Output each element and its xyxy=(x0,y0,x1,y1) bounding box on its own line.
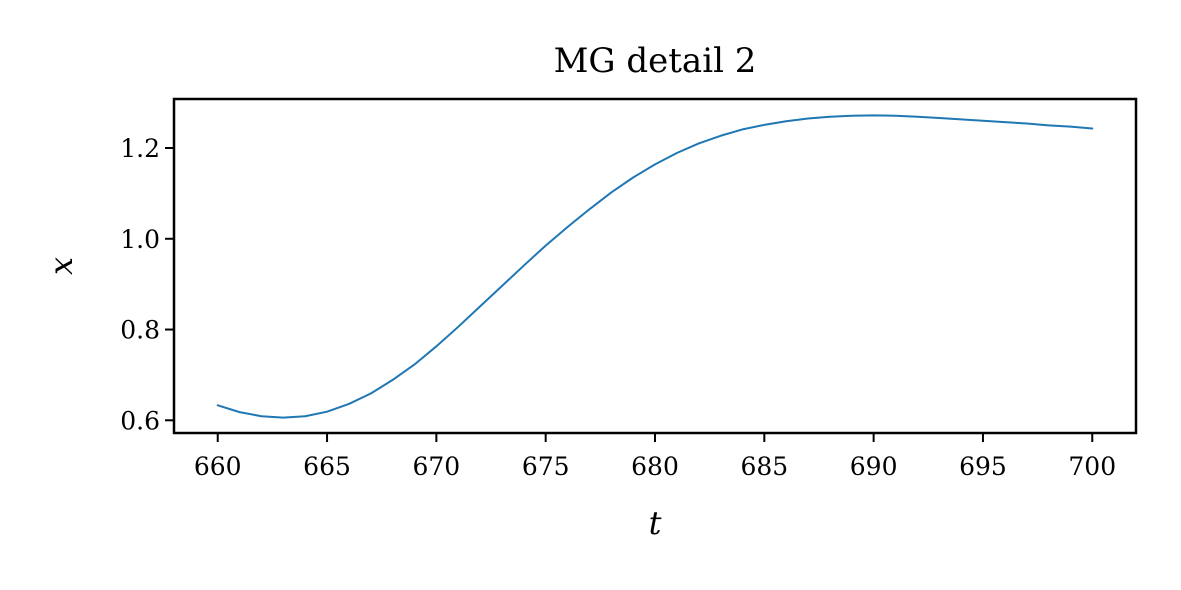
x-tick-label: 675 xyxy=(522,452,570,481)
y-axis: 0.6 0.8 1.0 1.2 xyxy=(120,134,174,435)
plot-area xyxy=(172,97,1138,435)
x-tick-label: 685 xyxy=(740,452,788,481)
chart-title: MG detail 2 xyxy=(554,41,757,81)
axes-frame xyxy=(172,97,1138,435)
x-tick-label: 660 xyxy=(194,452,242,481)
x-axis: 660 665 670 675 680 685 690 695 700 xyxy=(194,433,1116,481)
y-axis-label: x xyxy=(42,257,80,275)
y-tick-label: 1.0 xyxy=(120,225,160,254)
series-line-1 xyxy=(216,114,1094,419)
y-tick-label: 1.2 xyxy=(120,134,160,163)
x-tick-label: 670 xyxy=(413,452,461,481)
x-axis-label: t xyxy=(649,504,662,542)
x-tick-label: 695 xyxy=(959,452,1007,481)
y-tick-label: 0.6 xyxy=(120,406,160,435)
x-tick-label: 700 xyxy=(1068,452,1116,481)
x-tick-label: 690 xyxy=(850,452,898,481)
x-tick-label: 665 xyxy=(303,452,351,481)
y-tick-label: 0.8 xyxy=(120,316,160,345)
series-layer xyxy=(216,114,1094,419)
x-tick-label: 680 xyxy=(631,452,679,481)
